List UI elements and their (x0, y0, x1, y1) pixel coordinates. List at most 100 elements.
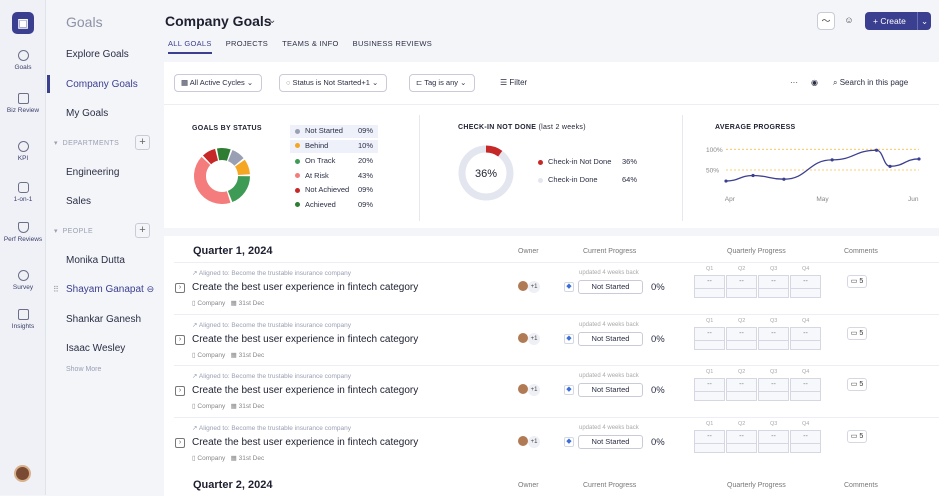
quarter-progress-cell[interactable]: -- (694, 429, 725, 444)
additional-owners-badge[interactable]: +1 (528, 281, 540, 293)
status-legend-item[interactable]: At Risk 43% (290, 171, 373, 180)
status-dropdown[interactable]: Not Started (578, 434, 643, 449)
donut-segment-not-achieved[interactable] (202, 148, 219, 165)
user-icon[interactable]: ☺ (844, 15, 854, 25)
data-point[interactable] (888, 164, 892, 168)
tab-all-goals[interactable]: ALL GOALS (168, 39, 212, 54)
rail-item-goals[interactable]: Goals (0, 50, 46, 72)
tab-projects[interactable]: PROJECTS (225, 39, 269, 48)
eye-icon[interactable]: ◉ (811, 78, 818, 87)
chevron-down-icon[interactable]: ⌄ (917, 12, 931, 30)
sidebar-item-person[interactable]: Isaac Wesley (66, 343, 126, 354)
user-avatar[interactable] (14, 465, 31, 482)
quarter-progress-cell[interactable]: -- (726, 326, 757, 341)
departments-section-label[interactable]: ▾ DEPARTMENTS (54, 140, 120, 147)
goal-title-link[interactable]: Create the best user experience in finte… (192, 333, 419, 345)
comments-button[interactable]: ▭ 5 (847, 275, 867, 288)
status-legend-item[interactable]: Achieved 09% (290, 200, 373, 209)
tab-teams-info[interactable]: TEAMS & INFO (282, 39, 339, 48)
comments-button[interactable]: ▭ 5 (847, 429, 867, 443)
sidebar-item-sales[interactable]: Sales (66, 196, 92, 207)
quarter-progress-cell[interactable]: -- (758, 378, 789, 392)
rail-item-biz-review[interactable]: Biz Review (0, 93, 46, 115)
comments-button[interactable]: ▭ 5 (847, 378, 867, 391)
sidebar-item-person[interactable]: Shankar Ganesh (66, 314, 142, 325)
comments-button[interactable]: ▭ 5 (847, 326, 867, 340)
add-department-button[interactable]: + (135, 135, 150, 150)
tag-filter[interactable]: ⊏ Tag is any ⌄ (409, 74, 476, 92)
expand-chevron-icon[interactable]: › (175, 283, 185, 293)
table-row[interactable]: › ↗ Aligned to: Become the trustable ins… (174, 313, 939, 366)
status-dropdown[interactable]: Not Started (578, 383, 643, 397)
status-dropdown[interactable]: Not Started (578, 280, 643, 294)
goal-title-link[interactable]: Create the best user experience in finte… (192, 282, 419, 293)
data-point[interactable] (917, 157, 921, 161)
quarter-progress-cell[interactable]: -- (694, 378, 725, 392)
status-legend-item[interactable]: Behind 10% (290, 139, 378, 153)
sidebar-item-person[interactable]: Monika Dutta (66, 255, 125, 266)
quarter-progress-cell[interactable]: -- (726, 378, 757, 392)
status-legend-item[interactable]: Not Started 09% (290, 125, 378, 138)
donut-segment-on-track[interactable] (227, 176, 250, 203)
quarter-progress-cell[interactable]: -- (790, 378, 821, 392)
quarter-progress-cell[interactable]: -- (726, 275, 757, 289)
status-legend-item[interactable]: On Track 20% (290, 156, 373, 165)
data-point[interactable] (830, 158, 834, 162)
status-legend-item[interactable]: Not Achieved 09% (290, 185, 373, 194)
quarter-progress-cell[interactable]: -- (790, 429, 821, 444)
rail-item-survey[interactable]: Survey (0, 270, 46, 292)
table-row[interactable]: › ↗ Aligned to: Become the trustable ins… (174, 416, 939, 469)
tab-business-reviews[interactable]: BUSINESS REVIEWS (352, 39, 433, 48)
app-logo-icon[interactable]: ▣ (12, 12, 34, 34)
data-point[interactable] (724, 179, 728, 183)
status-dropdown[interactable]: Not Started (578, 331, 643, 346)
quarter-progress-cell[interactable]: -- (758, 275, 789, 289)
donut-segment-achieved[interactable] (216, 148, 231, 161)
data-point[interactable] (751, 173, 755, 178)
quarter-progress-cell[interactable]: -- (726, 429, 757, 444)
drag-handle-icon[interactable]: ⠿ (53, 285, 59, 294)
donut-segment-not-started[interactable] (227, 150, 244, 166)
rail-item-insights[interactable]: Insights (0, 309, 46, 331)
table-row[interactable]: › ↗ Aligned to: Become the trustable ins… (174, 262, 939, 314)
quarter-progress-cell[interactable]: -- (790, 326, 821, 341)
table-row[interactable]: › ↗ Aligned to: Become the trustable ins… (174, 365, 939, 417)
status-filter[interactable]: ◌ Status is Not Started+1 ⌄ (279, 74, 388, 92)
expand-chevron-icon[interactable]: › (175, 386, 185, 396)
additional-owners-badge[interactable]: +1 (528, 384, 540, 396)
people-section-label[interactable]: ▾ PEOPLE (54, 228, 94, 235)
quarter-progress-cell[interactable]: -- (790, 275, 821, 289)
additional-owners-badge[interactable]: +1 (528, 435, 540, 448)
additional-owners-badge[interactable]: +1 (528, 332, 540, 345)
minus-circle-icon[interactable]: ⊖ (146, 284, 155, 294)
goal-title-link[interactable]: Create the best user experience in finte… (192, 436, 419, 448)
add-person-button[interactable]: + (135, 223, 150, 238)
cycles-filter[interactable]: ▦ All Active Cycles ⌄ (174, 74, 263, 92)
rail-item-one-on-one[interactable]: 1-on-1 (0, 182, 46, 204)
sidebar-item-person[interactable]: Shayam Ganapat ⊖ (66, 284, 154, 295)
sidebar-item-explore-goals[interactable]: Explore Goals (66, 49, 129, 60)
donut-segment-at-risk[interactable] (193, 156, 231, 205)
quarter-progress-cell[interactable]: -- (694, 326, 725, 341)
sidebar-item-my-goals[interactable]: My Goals (66, 108, 109, 119)
donut-segment-behind[interactable] (235, 159, 250, 175)
quarter-progress-cell[interactable]: -- (758, 326, 789, 341)
filter-button[interactable]: ☰ Filter (500, 78, 527, 87)
quarter-progress-cell[interactable]: -- (694, 275, 725, 289)
rail-item-perf-reviews[interactable]: Perf Reviews (0, 222, 46, 244)
show-more-link[interactable]: Show More (66, 366, 102, 373)
quarter-progress-cell[interactable]: -- (758, 429, 789, 444)
sidebar-item-engineering[interactable]: Engineering (66, 167, 120, 178)
goal-title-link[interactable]: Create the best user experience in finte… (192, 385, 419, 396)
activity-icon[interactable]: 〜 (817, 12, 835, 30)
search-button[interactable]: ⌕ Search in this page (833, 78, 908, 88)
create-button[interactable]: + Create ⌄ (865, 12, 931, 30)
expand-chevron-icon[interactable]: › (175, 437, 185, 448)
chevron-down-icon[interactable]: ⌄ (268, 15, 277, 26)
checkin-legend-item[interactable]: Check-in Not Done 36% (538, 157, 637, 166)
expand-chevron-icon[interactable]: › (175, 334, 185, 345)
data-point[interactable] (782, 177, 786, 181)
data-point[interactable] (874, 148, 879, 152)
checkin-legend-item[interactable]: Check-in Done 64% (538, 175, 637, 184)
more-options-icon[interactable]: ··· (790, 78, 798, 87)
